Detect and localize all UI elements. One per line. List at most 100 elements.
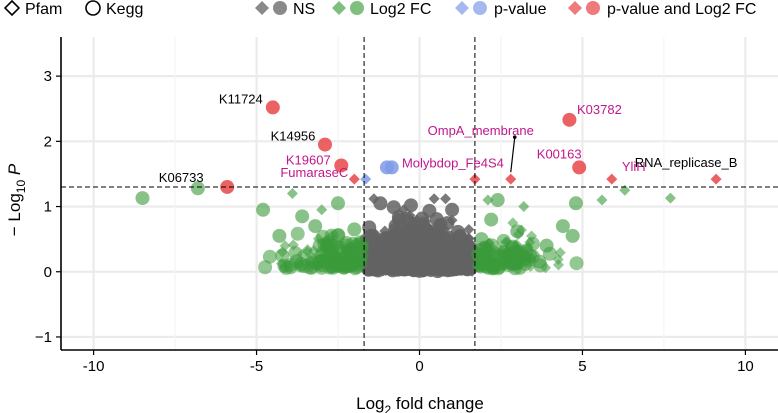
ns-point xyxy=(363,228,378,243)
log2fc-point xyxy=(256,202,271,217)
label-leader-dot xyxy=(512,135,517,139)
y-axis-title: − Log10 P xyxy=(5,163,28,236)
log2fc-point xyxy=(526,230,538,242)
legend-label-ns: NS xyxy=(293,1,315,18)
ns-point xyxy=(368,193,380,205)
point-label: K03782 xyxy=(577,102,622,117)
log2fc-point xyxy=(308,219,323,234)
pvalue-point xyxy=(384,160,399,175)
ns-point xyxy=(443,254,458,269)
log2fc-point xyxy=(351,253,363,265)
log2fc-point xyxy=(510,224,525,239)
significant-point xyxy=(317,137,332,152)
log2fc-point xyxy=(262,249,277,264)
point-label: RNA_replicase_B xyxy=(635,155,738,170)
axes: -10 -5 0 5 10 −1 0 1 2 3 xyxy=(35,37,778,375)
log2fc-point xyxy=(279,240,291,252)
legend-diamond-icon xyxy=(3,0,21,17)
ns-point xyxy=(386,200,401,215)
ns-point xyxy=(398,204,410,216)
log2fc-point xyxy=(328,248,340,260)
ns-point xyxy=(413,239,428,254)
significant-point xyxy=(572,160,587,175)
y-tick-label: 0 xyxy=(44,264,52,281)
ns-point xyxy=(440,233,452,245)
point-label: K11724 xyxy=(219,91,263,106)
ns-point xyxy=(440,193,452,205)
log2fc-point xyxy=(569,256,584,271)
ns-point xyxy=(434,220,446,232)
y-tick-label: 2 xyxy=(44,133,52,150)
log2fc-point xyxy=(512,260,527,275)
log2fc-point xyxy=(340,245,355,260)
x-axis-title: Log2 fold change xyxy=(356,394,484,413)
point-label: OmpA_membrane xyxy=(428,123,534,138)
log2fc-point xyxy=(619,184,631,196)
log2fc-point xyxy=(496,233,511,248)
legend-label-pvalue: p-value xyxy=(494,1,547,18)
log2fc-point xyxy=(258,260,273,275)
ns-point xyxy=(425,251,440,266)
log2fc-point xyxy=(523,248,538,263)
y-tick-label: 1 xyxy=(44,199,52,216)
log2fc-point xyxy=(302,244,314,256)
log2fc-point xyxy=(474,232,489,247)
log2fc-point xyxy=(664,192,676,204)
point-label: K00163 xyxy=(537,146,582,161)
log2fc-point xyxy=(484,212,499,227)
y-tick-label: −1 xyxy=(35,329,52,346)
log2fc-point xyxy=(135,191,150,206)
pvalue-point xyxy=(360,173,372,185)
legend-item-kegg: Kegg xyxy=(85,0,143,18)
ns-point xyxy=(456,263,468,275)
ns-point xyxy=(402,254,417,269)
log2fc-point xyxy=(272,228,287,243)
log2fc-point xyxy=(485,260,497,272)
log2fc-point xyxy=(525,236,540,251)
ns-point xyxy=(450,224,465,239)
x-tick-label: -10 xyxy=(83,358,105,375)
legend-item-ns: NS xyxy=(255,1,315,18)
legend-both-diamond-icon xyxy=(568,1,582,15)
legend: Pfam Kegg NS Log2 FC p-value p-value and… xyxy=(3,0,756,18)
legend-ns-diamond-icon xyxy=(255,1,269,15)
legend-ns-circle-icon xyxy=(273,1,287,15)
legend-log2fc-circle-icon xyxy=(350,1,364,15)
log2fc-point xyxy=(279,260,294,275)
point-labels: K11724 K14956 K19607 K06733 K03782 K00163 Fuma… xyxy=(159,91,738,185)
legend-item-pvalue-and-log2fc: p-value and Log2 FC xyxy=(568,1,756,18)
log2fc-point xyxy=(351,237,363,249)
ns-point xyxy=(463,223,475,235)
log2fc-point xyxy=(539,238,554,253)
log2fc-point xyxy=(565,228,580,243)
legend-label-pfam: Pfam xyxy=(25,1,62,18)
ns-point xyxy=(428,193,440,205)
point-label: Molybdop_Fe4S4 xyxy=(402,155,504,170)
legend-log2fc-diamond-icon xyxy=(332,1,346,15)
log2fc-point xyxy=(190,181,205,196)
significant-point xyxy=(334,158,349,173)
cutoff-lines xyxy=(61,37,778,350)
log2fc-point xyxy=(497,245,512,260)
log2fc-point xyxy=(295,209,310,224)
ns-point xyxy=(378,248,393,263)
legend-circle-icon xyxy=(85,0,101,16)
x-tick-label: -5 xyxy=(250,358,263,375)
log2fc-point xyxy=(289,254,304,269)
log2fc-point xyxy=(290,226,305,241)
log2fc-point xyxy=(490,193,505,208)
significant-point xyxy=(265,100,280,115)
legend-label-log2fc: Log2 FC xyxy=(370,1,431,18)
y-tick-label: 3 xyxy=(44,68,52,85)
ns-point xyxy=(383,230,398,245)
legend-both-circle-icon xyxy=(586,1,600,15)
ns-point xyxy=(445,202,460,217)
log2fc-point xyxy=(347,261,362,276)
legend-label-kegg: Kegg xyxy=(106,1,143,18)
log2fc-point xyxy=(518,201,530,213)
point-label: K19607 xyxy=(286,152,331,167)
log2fc-point xyxy=(286,188,298,199)
point-label: FumaraseC xyxy=(280,165,348,180)
log2fc-point xyxy=(552,253,564,265)
